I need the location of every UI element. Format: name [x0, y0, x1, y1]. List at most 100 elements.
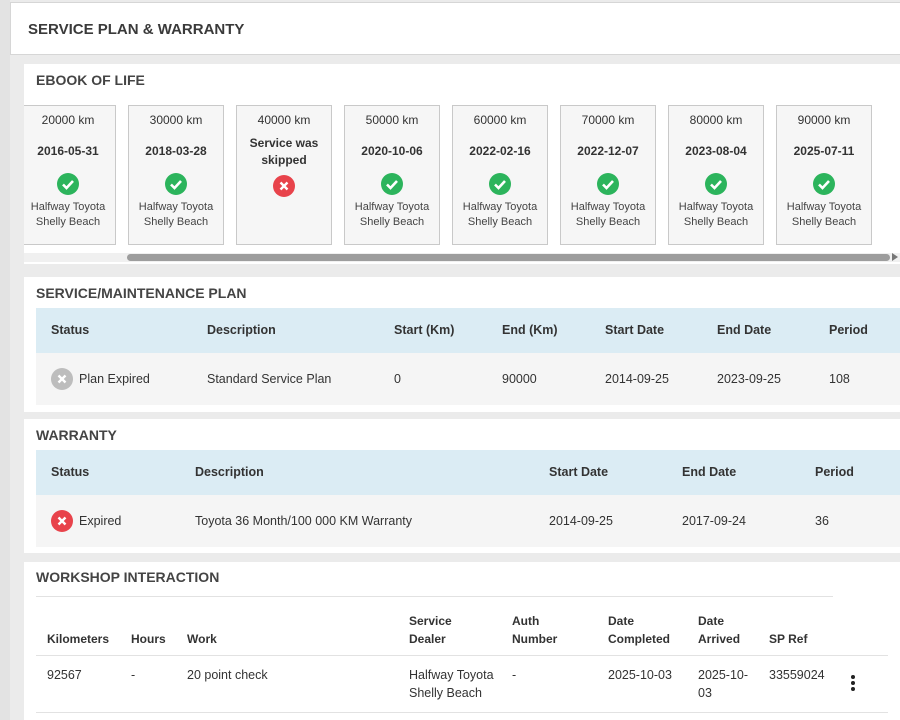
panel: SERVICE PLAN & WARRANTY [10, 2, 900, 55]
column-header: Description [195, 465, 264, 479]
column-header: Period [829, 323, 868, 337]
column-header: End Date [717, 323, 772, 337]
service-card[interactable]: 80000 km 2023-08-04 Halfway Toyota Shelly … [668, 105, 764, 245]
cell: 2014-09-25 [605, 372, 669, 386]
warranty-section: WARRANTY Status Description Start Date End D… [24, 419, 900, 553]
table-header-border [36, 655, 888, 656]
card-date: 2022-02-16 [469, 144, 531, 158]
row-menu[interactable] [849, 675, 857, 693]
cell: 2025-10-03 [608, 668, 672, 682]
page-title: SERVICE PLAN & WARRANTY [28, 21, 245, 38]
card-km: 90000 km [797, 113, 851, 127]
left-strip [0, 0, 10, 720]
card-dealer: Halfway Toyota Shelly Beach [354, 201, 430, 228]
column-header: End (Km) [502, 323, 558, 337]
card-km: 70000 km [581, 113, 635, 127]
card-dealer: Halfway Toyota Shelly Beach [678, 201, 754, 228]
card-dealer: Halfway Toyota Shelly Beach [786, 201, 862, 228]
card-dealer: Halfway Toyota Shelly Beach [570, 201, 646, 228]
column-header-text: Service Dealer [409, 614, 452, 646]
card-dealer: Halfway Toyota Shelly Beach [462, 201, 538, 228]
x-icon [51, 510, 73, 532]
column-header: Start Date [605, 323, 665, 337]
column-header: Kilometers [47, 608, 127, 648]
check-icon [489, 173, 511, 195]
column-header: Date Completed [608, 608, 683, 648]
card-km: 30000 km [149, 113, 203, 127]
cell: 92567 [47, 668, 82, 682]
status-text: Plan Expired [79, 372, 150, 386]
column-header: Work [187, 608, 387, 648]
card-date: 2023-08-04 [685, 144, 747, 158]
column-header: Hours [131, 608, 181, 648]
section-title: WORKSHOP INTERACTION [36, 569, 220, 585]
check-icon [597, 173, 619, 195]
column-header: Start Date [549, 465, 609, 479]
service-card[interactable]: 40000 km Service was skipped [236, 105, 332, 245]
menu-dot [851, 681, 855, 685]
card-dealer: Halfway Toyota Shelly Beach [30, 201, 106, 228]
column-header-text: Date Arrived [698, 614, 741, 646]
table-row [36, 353, 900, 405]
check-icon [705, 173, 727, 195]
service-card[interactable]: 30000 km 2018-03-28 Halfway Toyota Shelly … [128, 105, 224, 245]
column-header: SP Ref [769, 608, 839, 648]
menu-dot [851, 687, 855, 691]
card-km: 50000 km [365, 113, 419, 127]
column-header: Date Arrived [698, 608, 758, 648]
table-row [36, 495, 900, 547]
cell: 2025-10-03 [698, 668, 749, 700]
cell: 90000 [502, 372, 537, 386]
column-header-text: Work [187, 632, 217, 646]
column-header: Status [51, 465, 90, 479]
workshop-section: WORKSHOP INTERACTION Kilometers Hours Work S… [24, 562, 900, 720]
table-row-border [36, 712, 888, 713]
scroll-arrow[interactable] [892, 253, 898, 261]
x-icon [51, 368, 73, 390]
card-date: 2022-12-07 [577, 144, 639, 158]
card-date: 2025-07-11 [793, 144, 855, 158]
card-date: 2020-10-06 [361, 144, 423, 158]
check-icon [57, 173, 79, 195]
section-title: WARRANTY [36, 427, 117, 443]
check-icon [165, 173, 187, 195]
x-icon [273, 175, 295, 197]
cell: 36 [815, 514, 829, 528]
column-header-text: Kilometers [47, 632, 110, 646]
table-header [36, 308, 900, 353]
service-card[interactable]: 70000 km 2022-12-07 Halfway Toyota Shelly … [560, 105, 656, 245]
card-date: 2018-03-28 [145, 144, 207, 158]
cell: 2017-09-24 [682, 514, 746, 528]
menu-dot [851, 675, 855, 679]
check-icon [813, 173, 835, 195]
card-dealer: Halfway Toyota Shelly Beach [138, 201, 214, 228]
cell: Halfway Toyota Shelly Beach [409, 668, 494, 700]
table-header-border [36, 596, 833, 597]
cell: Standard Service Plan [207, 372, 332, 386]
service-card[interactable]: 60000 km 2022-02-16 Halfway Toyota Shelly … [452, 105, 548, 245]
column-header-text: Date Completed [608, 614, 671, 646]
check-icon [381, 173, 403, 195]
card-km: 40000 km [257, 113, 311, 127]
column-header: Auth Number [512, 608, 572, 648]
service-card[interactable]: 90000 km 2025-07-11 Halfway Toyota Shelly … [776, 105, 872, 245]
cell: 108 [829, 372, 850, 386]
column-header: Status [51, 323, 90, 337]
card-note: Service was skipped [249, 136, 319, 167]
card-km: 20000 km [41, 113, 95, 127]
service-card[interactable]: 50000 km 2020-10-06 Halfway Toyota Shelly … [344, 105, 440, 245]
column-header: End Date [682, 465, 737, 479]
column-header: Service Dealer [409, 608, 479, 648]
column-header-text: SP Ref [769, 632, 808, 646]
service-card[interactable]: 20000 km 2016-05-31 Halfway Toyota Shelly … [24, 105, 116, 245]
section-title: SERVICE/MAINTENANCE PLAN [36, 285, 247, 301]
table-header [36, 450, 900, 495]
plan-section: SERVICE/MAINTENANCE PLAN Status Descriptio… [24, 277, 900, 412]
cell: - [131, 668, 136, 682]
scrollbar-thumb[interactable] [127, 254, 890, 261]
card-km: 60000 km [473, 113, 527, 127]
cell: 2023-09-25 [717, 372, 781, 386]
cell: 2014-09-25 [549, 514, 613, 528]
cell: - [512, 668, 517, 682]
